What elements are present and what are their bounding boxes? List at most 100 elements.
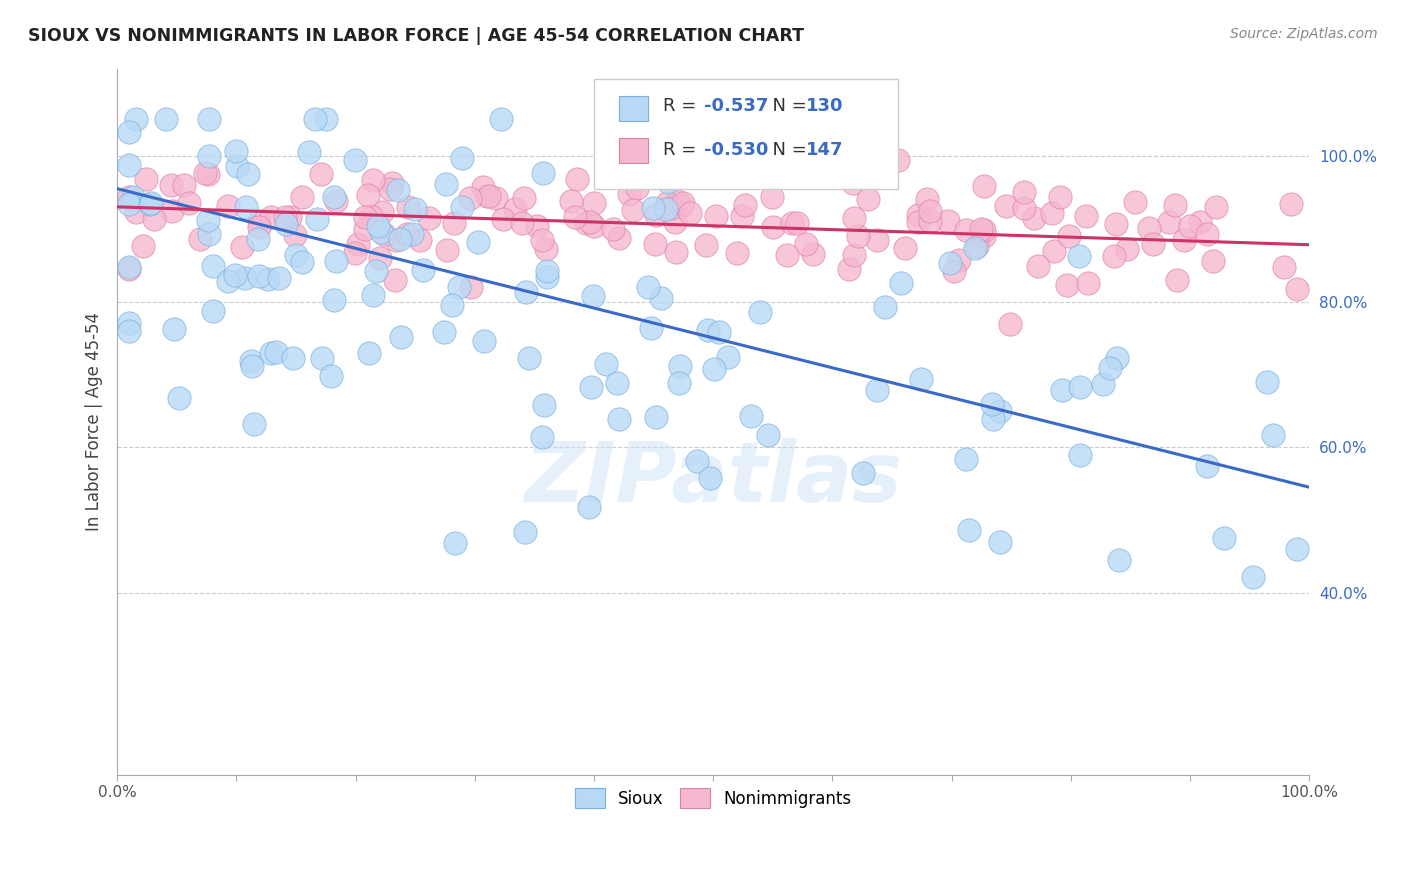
Point	[920, 214, 942, 228]
Point	[1056, 278, 1078, 293]
Point	[536, 263, 558, 277]
Point	[1173, 233, 1195, 247]
Point	[274, 218, 297, 232]
Point	[1069, 249, 1091, 263]
Point	[260, 346, 283, 360]
Point	[478, 189, 501, 203]
Point	[347, 237, 370, 252]
Point	[1256, 376, 1278, 390]
Point	[1195, 227, 1218, 241]
Point	[264, 345, 287, 359]
Point	[1286, 541, 1309, 556]
Point	[307, 211, 329, 226]
Point	[910, 372, 932, 386]
Point	[917, 192, 939, 206]
Point	[510, 216, 533, 230]
Point	[640, 321, 662, 335]
Point	[943, 264, 966, 278]
Point	[449, 280, 471, 294]
Point	[672, 195, 695, 210]
Point	[1142, 237, 1164, 252]
Point	[776, 248, 799, 262]
Point	[579, 379, 602, 393]
Point	[1049, 190, 1071, 204]
Text: N =: N =	[761, 141, 813, 159]
Point	[243, 417, 266, 431]
Point	[231, 240, 253, 254]
Point	[163, 321, 186, 335]
Point	[388, 232, 411, 246]
Point	[247, 268, 270, 283]
Point	[285, 247, 308, 261]
Point	[142, 212, 165, 227]
Point	[412, 263, 434, 277]
Point	[460, 280, 482, 294]
Point	[441, 298, 464, 312]
Point	[1104, 249, 1126, 263]
Point	[517, 351, 540, 366]
Point	[224, 268, 246, 283]
Point	[118, 125, 141, 139]
Point	[167, 391, 190, 405]
Point	[434, 178, 457, 192]
Point	[1286, 282, 1309, 296]
Point	[1042, 244, 1064, 258]
Text: -0.537: -0.537	[703, 97, 768, 115]
Point	[842, 247, 865, 261]
Point	[875, 300, 897, 314]
Point	[838, 261, 860, 276]
Point	[887, 153, 910, 167]
Point	[995, 199, 1018, 213]
Point	[668, 376, 690, 390]
Point	[1077, 277, 1099, 291]
Point	[1202, 253, 1225, 268]
Point	[644, 208, 666, 222]
Point	[973, 228, 995, 243]
Point	[780, 216, 803, 230]
Point	[801, 247, 824, 261]
Point	[531, 429, 554, 443]
Point	[637, 280, 659, 294]
Point	[1189, 215, 1212, 229]
Point	[762, 220, 785, 235]
Point	[602, 221, 624, 235]
Point	[177, 195, 200, 210]
Point	[472, 334, 495, 348]
Point	[725, 246, 748, 260]
Point	[1213, 532, 1236, 546]
Point	[918, 204, 941, 219]
Point	[436, 243, 458, 257]
Point	[371, 205, 394, 219]
Point	[955, 223, 977, 237]
Point	[1272, 260, 1295, 275]
Point	[1159, 215, 1181, 229]
Point	[385, 233, 408, 247]
Point	[534, 242, 557, 256]
Point	[988, 535, 1011, 549]
Point	[118, 316, 141, 330]
Point	[160, 203, 183, 218]
Point	[485, 191, 508, 205]
Point	[378, 182, 401, 196]
Point	[1205, 200, 1227, 214]
Point	[794, 237, 817, 252]
Y-axis label: In Labor Force | Age 45-54: In Labor Force | Age 45-54	[86, 312, 103, 531]
Point	[582, 219, 605, 234]
Point	[626, 181, 648, 195]
Point	[325, 254, 347, 268]
Point	[118, 262, 141, 277]
Point	[717, 350, 740, 364]
Point	[1139, 220, 1161, 235]
Point	[246, 232, 269, 246]
Point	[731, 210, 754, 224]
Text: ZIPatlas: ZIPatlas	[524, 438, 903, 518]
Point	[235, 200, 257, 214]
Point	[907, 209, 929, 223]
Point	[387, 183, 409, 197]
Point	[451, 151, 474, 165]
Point	[198, 227, 221, 242]
Point	[583, 196, 606, 211]
Point	[233, 270, 256, 285]
Point	[131, 239, 153, 253]
Point	[1116, 242, 1139, 256]
